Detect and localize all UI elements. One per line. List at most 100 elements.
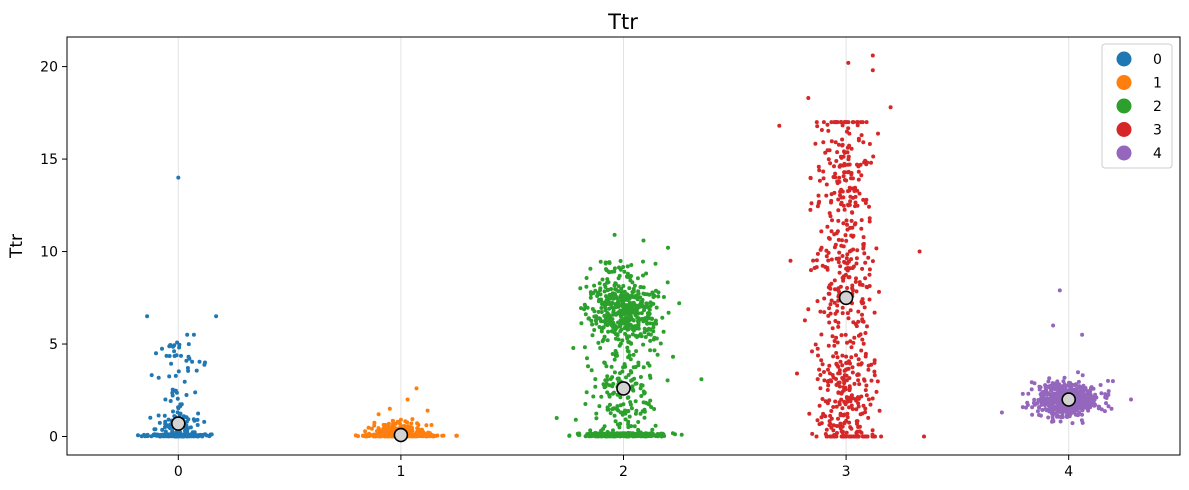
data-point bbox=[602, 282, 607, 287]
data-point bbox=[852, 381, 857, 386]
data-point bbox=[641, 291, 646, 296]
data-point bbox=[170, 390, 175, 395]
data-point bbox=[846, 60, 851, 65]
data-point bbox=[860, 337, 865, 342]
data-point bbox=[194, 368, 199, 373]
data-point bbox=[190, 359, 195, 364]
data-point bbox=[834, 404, 839, 409]
data-point bbox=[829, 120, 834, 125]
data-point bbox=[840, 353, 845, 358]
data-point bbox=[1070, 421, 1075, 426]
data-point bbox=[169, 361, 174, 366]
data-point bbox=[653, 423, 658, 428]
data-point bbox=[645, 401, 650, 406]
data-point bbox=[863, 406, 868, 411]
data-point bbox=[835, 340, 840, 345]
data-point bbox=[616, 299, 621, 304]
data-point bbox=[629, 406, 634, 411]
data-point bbox=[867, 272, 872, 277]
data-point bbox=[861, 235, 866, 240]
data-point bbox=[828, 302, 833, 307]
data-point bbox=[869, 160, 873, 165]
data-point bbox=[410, 417, 415, 422]
data-point bbox=[840, 390, 845, 394]
data-point bbox=[825, 122, 830, 127]
data-point bbox=[608, 314, 613, 319]
data-point bbox=[1060, 410, 1065, 415]
data-point bbox=[863, 201, 868, 205]
data-point bbox=[607, 394, 612, 399]
data-point bbox=[616, 376, 621, 381]
data-point bbox=[845, 399, 850, 404]
data-point bbox=[847, 185, 852, 190]
data-point bbox=[830, 218, 834, 223]
data-point bbox=[860, 301, 865, 306]
data-point bbox=[369, 426, 374, 431]
data-point bbox=[184, 358, 189, 363]
data-point bbox=[202, 419, 207, 424]
data-point bbox=[1029, 387, 1034, 392]
data-point bbox=[844, 378, 849, 383]
data-point bbox=[848, 194, 853, 199]
data-point bbox=[194, 433, 199, 438]
data-point bbox=[398, 417, 403, 422]
data-point bbox=[842, 260, 847, 265]
data-point bbox=[819, 358, 824, 363]
data-point bbox=[1085, 394, 1089, 399]
data-point bbox=[191, 332, 196, 337]
data-point bbox=[837, 175, 842, 180]
data-point bbox=[1092, 395, 1097, 400]
data-point bbox=[635, 276, 640, 281]
data-point bbox=[860, 120, 865, 125]
data-point bbox=[591, 394, 596, 399]
data-point bbox=[639, 383, 644, 387]
data-point bbox=[168, 399, 173, 403]
data-point bbox=[589, 368, 594, 373]
data-point bbox=[1055, 414, 1059, 419]
data-point bbox=[203, 432, 208, 437]
data-point bbox=[596, 433, 601, 438]
data-point bbox=[850, 396, 855, 401]
data-point bbox=[815, 418, 820, 423]
data-point bbox=[836, 218, 841, 223]
data-point bbox=[849, 345, 854, 350]
data-point bbox=[848, 199, 853, 204]
data-point bbox=[414, 386, 419, 391]
data-point bbox=[833, 319, 838, 323]
data-point bbox=[634, 349, 639, 354]
series-2 bbox=[554, 232, 704, 439]
data-point bbox=[1086, 403, 1091, 408]
data-point bbox=[585, 356, 589, 361]
data-point bbox=[554, 416, 559, 420]
data-point bbox=[854, 430, 859, 435]
data-point bbox=[1057, 394, 1062, 399]
data-point bbox=[867, 267, 872, 272]
data-point bbox=[1091, 386, 1096, 391]
data-point bbox=[631, 388, 636, 393]
data-point bbox=[854, 261, 859, 266]
data-point bbox=[646, 332, 651, 337]
data-point bbox=[846, 259, 851, 264]
data-point bbox=[859, 133, 864, 138]
data-point bbox=[850, 407, 855, 411]
data-point bbox=[838, 426, 843, 431]
data-point bbox=[653, 261, 658, 266]
data-point bbox=[1068, 381, 1073, 385]
data-point bbox=[1064, 388, 1069, 393]
data-point bbox=[874, 246, 879, 251]
data-point bbox=[1059, 388, 1064, 393]
data-point bbox=[586, 316, 591, 321]
data-point bbox=[1129, 397, 1133, 402]
data-point bbox=[824, 254, 829, 259]
data-point bbox=[854, 289, 859, 294]
data-point bbox=[826, 285, 831, 290]
data-point bbox=[869, 378, 874, 383]
data-point bbox=[651, 329, 656, 334]
data-point bbox=[1067, 406, 1072, 410]
data-point bbox=[845, 227, 850, 232]
data-point bbox=[1062, 375, 1067, 380]
x-tick-label: 2 bbox=[619, 464, 628, 480]
data-point bbox=[605, 338, 610, 343]
data-point bbox=[877, 408, 882, 413]
data-point bbox=[679, 432, 684, 437]
